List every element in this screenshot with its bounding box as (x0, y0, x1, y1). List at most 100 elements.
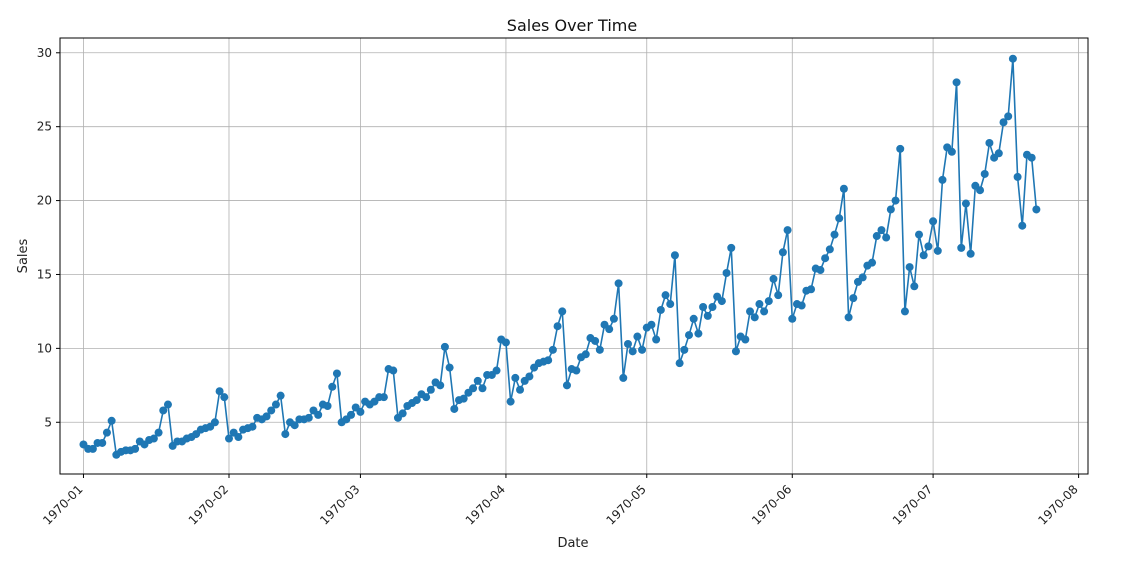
data-point (107, 416, 116, 425)
data-point (872, 232, 881, 241)
data-point (619, 373, 628, 382)
data-point (605, 325, 614, 334)
data-point (271, 400, 280, 409)
data-point (314, 410, 323, 419)
data-point (919, 251, 928, 260)
x-tick-label: 1970-08 (1035, 482, 1080, 527)
y-tick-label: 15 (37, 267, 52, 281)
data-point (281, 430, 290, 439)
data-point (328, 382, 337, 391)
data-point (516, 385, 525, 394)
data-point (764, 297, 773, 306)
data-point (389, 366, 398, 375)
data-point (760, 307, 769, 316)
x-tick-label: 1970-04 (463, 482, 508, 527)
data-point (163, 400, 172, 409)
data-point (741, 335, 750, 344)
data-point (722, 269, 731, 277)
data-point (459, 394, 468, 403)
data-point (994, 149, 1003, 158)
data-point (304, 413, 313, 422)
data-point (332, 369, 341, 378)
data-point (886, 205, 895, 214)
data-point (774, 291, 783, 300)
data-point (553, 322, 562, 331)
data-point (267, 406, 276, 415)
data-point (947, 147, 956, 156)
data-point (882, 233, 891, 242)
y-axis: 5 10 15 20 25 30 (37, 46, 60, 429)
data-point (797, 301, 806, 310)
data-point (1004, 112, 1013, 121)
data-point (689, 314, 698, 323)
data-point (609, 314, 618, 323)
x-tick-label: 1970-06 (749, 482, 794, 527)
data-point (88, 444, 97, 453)
data-point (844, 313, 853, 322)
data-point (558, 307, 567, 316)
chart-title: Sales Over Time (507, 16, 637, 35)
data-point (670, 251, 679, 260)
data-point (731, 347, 740, 356)
x-axis: 1970-01 1970-02 1970-03 1970-04 1970-05 1970-… (40, 474, 1081, 528)
data-point (694, 329, 703, 338)
data-point (248, 422, 257, 431)
data-point (896, 144, 905, 153)
data-point (699, 302, 708, 311)
data-point (572, 366, 581, 375)
plot-frame (59, 37, 1089, 475)
data-point (623, 339, 632, 348)
x-axis-title: Date (557, 536, 588, 551)
data-point (422, 393, 431, 402)
data-point (398, 409, 407, 418)
data-point (685, 331, 693, 340)
data-point (891, 196, 900, 205)
data-point (652, 335, 661, 344)
data-point (544, 356, 553, 365)
data-point (102, 428, 111, 437)
data-point (807, 285, 816, 294)
data-point (224, 434, 233, 443)
data-point (905, 263, 914, 272)
data-point (591, 336, 600, 345)
y-tick-label: 20 (37, 194, 52, 208)
y-tick-label: 30 (37, 46, 52, 60)
data-point (788, 314, 797, 323)
data-point (769, 274, 778, 283)
data-point (347, 410, 356, 419)
data-point (835, 214, 844, 223)
data-point (501, 338, 510, 347)
data-point (638, 345, 647, 354)
data-point (215, 387, 224, 396)
data-point (999, 118, 1008, 127)
x-tick-label: 1970-01 (40, 482, 85, 527)
data-point (839, 184, 848, 193)
data-point (356, 407, 365, 416)
data-point (159, 406, 168, 415)
data-point (666, 300, 675, 309)
data-point (581, 350, 590, 359)
data-point (323, 402, 332, 411)
data-point (445, 363, 454, 372)
data-point (469, 384, 478, 393)
data-point (849, 294, 858, 303)
data-point (900, 307, 909, 316)
data-point (830, 230, 839, 239)
data-point (506, 397, 515, 406)
x-tick-label: 1970-07 (890, 482, 935, 527)
data-point (933, 246, 942, 255)
data-point (727, 243, 736, 252)
data-point (276, 391, 285, 400)
data-point (746, 307, 755, 316)
x-tick-label: 1970-05 (604, 482, 649, 527)
data-point (1027, 153, 1036, 162)
data-point (825, 245, 834, 254)
data-point (1008, 54, 1017, 63)
data-point (1013, 172, 1022, 181)
y-tick-label: 25 (37, 120, 52, 134)
data-point (783, 226, 792, 235)
data-point (703, 311, 712, 320)
data-point (473, 376, 482, 385)
data-point (976, 186, 985, 195)
